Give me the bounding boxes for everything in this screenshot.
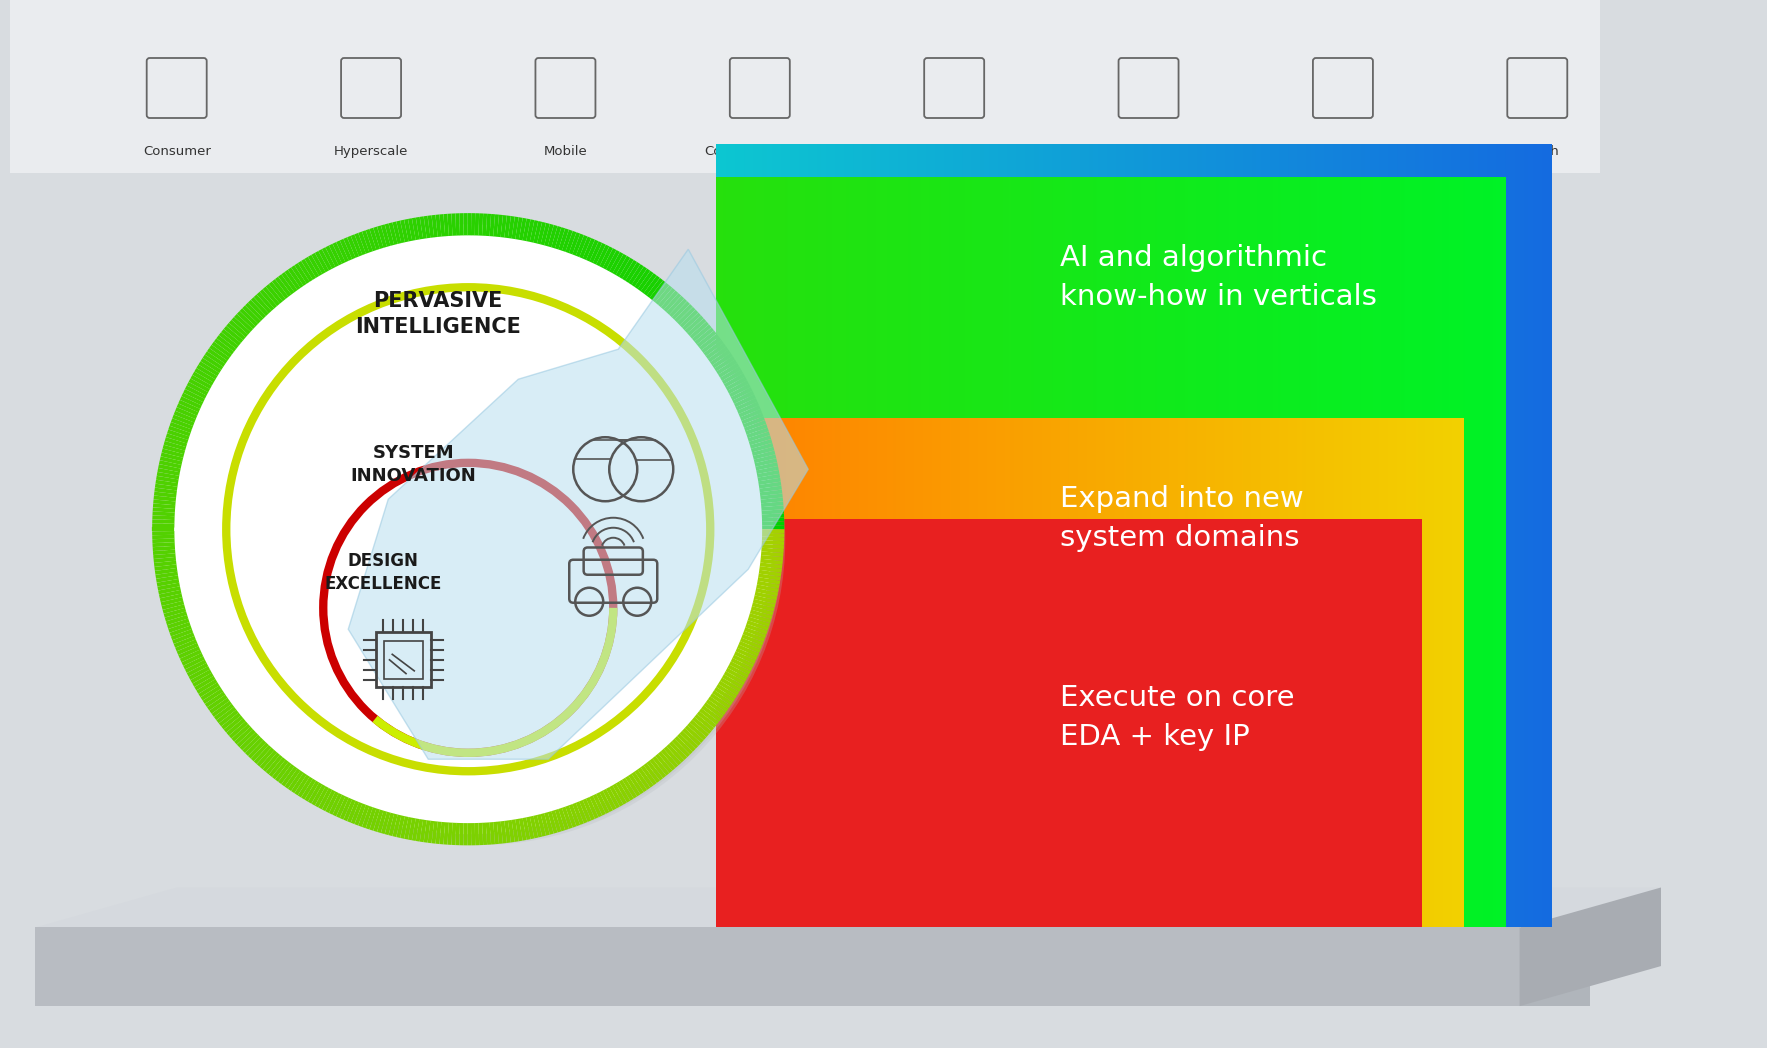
Text: SYSTEM
INNOVATION: SYSTEM INNOVATION <box>350 443 475 484</box>
Circle shape <box>226 287 710 771</box>
Text: DESIGN
EXCELLENCE: DESIGN EXCELLENCE <box>325 552 442 593</box>
Bar <box>376 632 431 687</box>
Text: Health: Health <box>1516 145 1558 157</box>
Polygon shape <box>1520 888 1661 1006</box>
FancyBboxPatch shape <box>11 0 1601 173</box>
Polygon shape <box>35 927 1520 1006</box>
Polygon shape <box>35 888 1661 927</box>
Circle shape <box>173 234 783 844</box>
Text: Aero / Defense: Aero / Defense <box>1099 145 1198 157</box>
Polygon shape <box>618 966 1590 1006</box>
Text: Communications: Communications <box>703 145 816 157</box>
Bar <box>716 519 1422 927</box>
Text: Automotive: Automotive <box>915 145 993 157</box>
Text: Hyperscale: Hyperscale <box>334 145 408 157</box>
Circle shape <box>163 224 774 834</box>
Text: PERVASIVE
INTELLIGENCE: PERVASIVE INTELLIGENCE <box>355 291 521 337</box>
Circle shape <box>170 230 779 839</box>
Bar <box>383 640 422 679</box>
Polygon shape <box>348 249 808 759</box>
Text: Industrial: Industrial <box>1311 145 1375 157</box>
Circle shape <box>171 232 781 842</box>
Text: Consumer: Consumer <box>143 145 210 157</box>
Text: AI and algorithmic
know-how in verticals: AI and algorithmic know-how in verticals <box>1060 244 1376 311</box>
Circle shape <box>175 235 785 845</box>
Circle shape <box>166 226 776 836</box>
Text: Expand into new
system domains: Expand into new system domains <box>1060 485 1304 552</box>
Circle shape <box>323 463 613 752</box>
Text: Execute on core
EDA + key IP: Execute on core EDA + key IP <box>1060 684 1295 751</box>
Text: Mobile: Mobile <box>544 145 587 157</box>
Circle shape <box>168 227 777 837</box>
